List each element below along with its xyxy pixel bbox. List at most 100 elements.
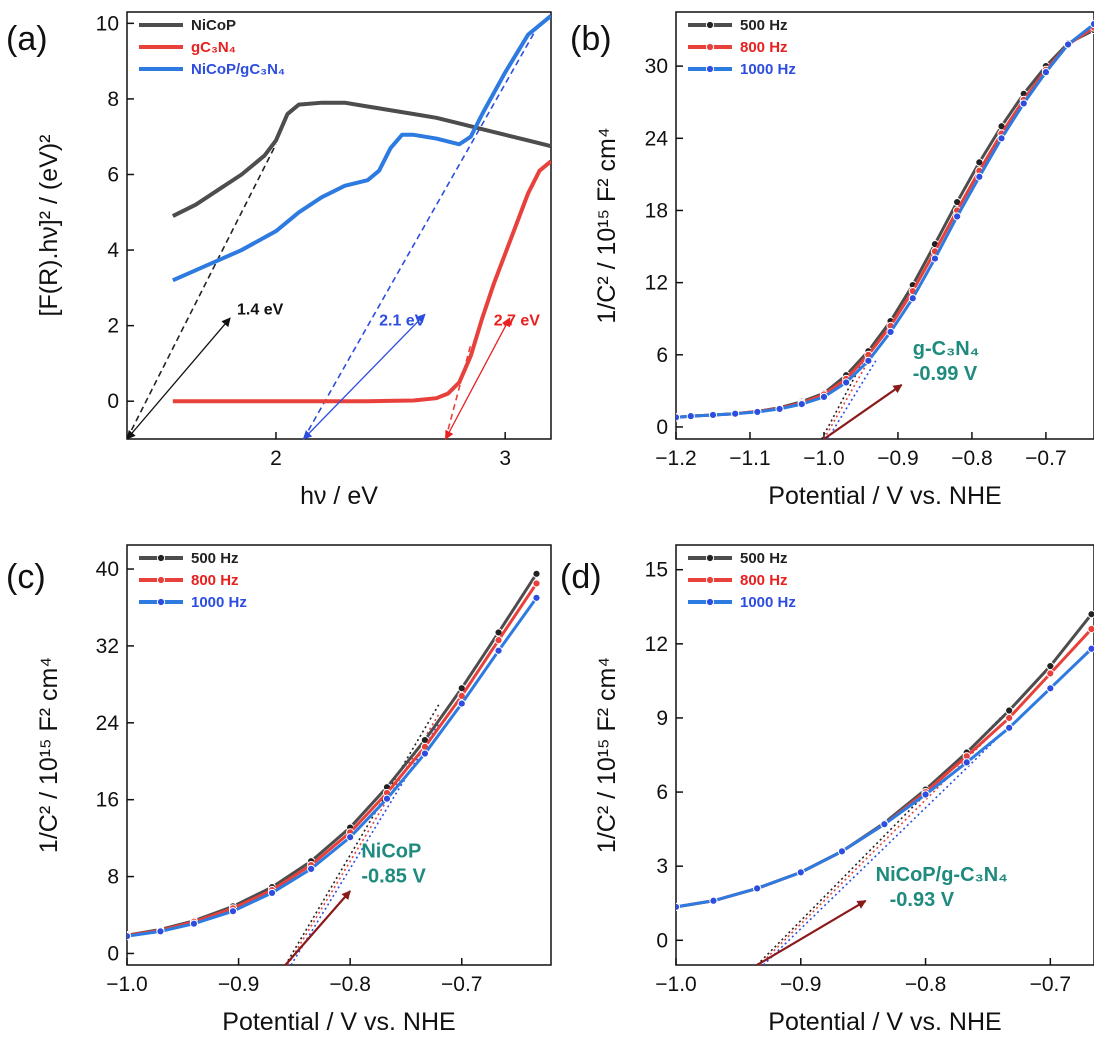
plot-frame [675, 544, 1094, 966]
panel-label: (c) [6, 558, 46, 596]
tangent-line [290, 722, 441, 965]
y-axis-title: 1/C² / 10¹⁵ F² cm⁴ [593, 657, 621, 853]
data-point [267, 888, 277, 898]
y-tick-label: 24 [645, 127, 669, 150]
panel-c: −1.0 −0.9 −0.8 −0.7 0 8 16 24 32 40 Potential / V … [6, 544, 552, 1036]
data-point [420, 749, 430, 758]
data-point [1087, 644, 1094, 653]
y-tick-label: 4 [107, 239, 119, 262]
series-line-1000-hz [127, 596, 538, 938]
x-tick-label: −0.8 [951, 447, 992, 470]
legend: NiCoP gC₃N₄ NiCoP/gC₃N₄ [139, 17, 285, 78]
band-gap-arrow [302, 313, 426, 440]
flat-band-label: -0.99 V [913, 363, 978, 385]
x-tick-label: −1.0 [803, 447, 844, 470]
x-tick-label: 2 [270, 447, 282, 470]
y-axis-title: [F(R).hν]² / (eV)² [35, 135, 63, 317]
band-gap-arrow [444, 317, 511, 440]
legend-label: 500 Hz [740, 17, 788, 34]
data-point [1005, 713, 1014, 723]
y-tick-label: 0 [107, 942, 119, 965]
legend-marker [156, 597, 166, 607]
plot-area [127, 569, 541, 965]
series-line-nicop [171, 100, 551, 218]
data-point [708, 410, 718, 420]
y-tick-label: 30 [645, 55, 668, 78]
tangent-line [286, 712, 441, 965]
data-point [921, 790, 930, 799]
plot-area [676, 610, 1094, 965]
data-point [1019, 99, 1028, 108]
band-gap-arrow [126, 317, 231, 440]
y-tick-label: 0 [656, 416, 668, 439]
y-tick-label: 15 [645, 559, 668, 582]
data-point [686, 412, 695, 421]
legend-marker [705, 575, 715, 585]
data-point [1046, 669, 1055, 678]
plot-area [676, 19, 1094, 439]
data-point [189, 919, 199, 928]
x-tick-label: −0.9 [218, 973, 259, 996]
series-line-500-hz [127, 573, 538, 937]
data-point [127, 932, 132, 941]
intercept-arrow [284, 890, 351, 966]
x-tick-label: −1.2 [655, 447, 696, 470]
y-tick-label: 18 [645, 199, 668, 222]
y-tick-label: 8 [107, 866, 119, 889]
series-line-gc3n4 [172, 159, 551, 404]
y-tick-label: 8 [107, 88, 119, 111]
x-tick-label: −1.0 [106, 973, 147, 996]
x-tick-label: 3 [499, 447, 511, 470]
series-line-nicop-gc3n4 [172, 14, 551, 283]
legend-label: 800 Hz [740, 572, 788, 589]
series-line-800-hz [127, 582, 538, 937]
flat-band-label: NiCoP [361, 840, 421, 862]
x-axis-title: Potential / V vs. NHE [768, 482, 1001, 510]
data-point [1005, 723, 1014, 732]
legend-marker [705, 597, 715, 607]
data-point [731, 409, 740, 418]
y-tick-label: 16 [96, 789, 119, 812]
intercept-arrow [823, 383, 903, 440]
legend: 500 Hz 800 Hz 1000 Hz [688, 17, 796, 78]
band-gap-label: 2.7 eV [494, 313, 541, 330]
data-point [709, 896, 718, 905]
y-axis-title: 1/C² / 10¹⁵ F² cm⁴ [593, 127, 621, 323]
legend-marker [156, 575, 166, 585]
legend-label: 500 Hz [191, 550, 239, 567]
data-point [880, 820, 889, 829]
plot-area [127, 14, 551, 439]
legend-marker [705, 64, 715, 74]
y-tick-label: 10 [96, 12, 119, 35]
flat-band-label: -0.85 V [361, 865, 426, 887]
band-gap-label: 2.1 eV [379, 313, 426, 330]
data-point [532, 569, 541, 578]
band-gap-label: 1.4 eV [237, 301, 284, 318]
data-point [1087, 624, 1094, 634]
x-tick-label: −1.0 [655, 973, 696, 996]
data-point [819, 392, 829, 402]
legend-label: NiCoP [191, 17, 236, 34]
data-point [975, 172, 984, 181]
x-tick-label: −0.8 [329, 973, 370, 996]
flat-band-label: NiCoP/g-C₃N₄ [876, 864, 1008, 886]
legend-label: 800 Hz [740, 39, 788, 56]
y-tick-label: 9 [656, 707, 668, 730]
x-tick-label: −0.8 [905, 973, 946, 996]
y-tick-label: 6 [656, 344, 668, 367]
data-point [1046, 684, 1055, 693]
tangent-line [284, 703, 441, 965]
legend-marker [156, 553, 166, 563]
data-point [997, 134, 1006, 143]
y-tick-label: 6 [656, 781, 668, 804]
data-point [307, 864, 316, 873]
data-point [457, 699, 466, 708]
data-point [775, 404, 784, 414]
x-tick-label: −0.7 [441, 973, 482, 996]
legend-label: 500 Hz [740, 550, 788, 567]
panel-a: 2 3 0 2 4 6 8 10 hν / eV [F(R).hν]² / (eV)² (a) 1.4… [6, 11, 552, 510]
data-point [753, 884, 762, 893]
y-tick-label: 6 [107, 163, 119, 186]
data-point [1064, 40, 1073, 49]
